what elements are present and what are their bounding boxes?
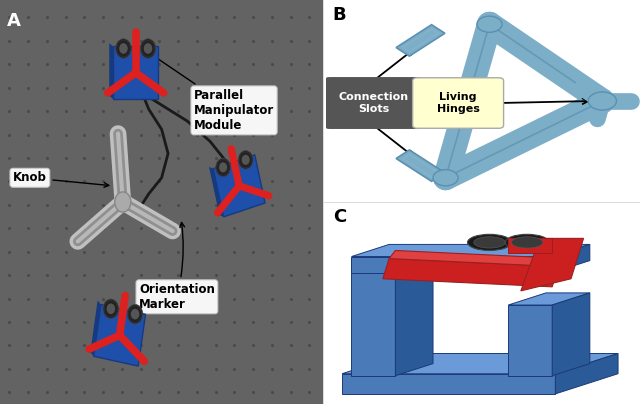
Circle shape xyxy=(588,92,616,110)
Polygon shape xyxy=(213,155,265,217)
Circle shape xyxy=(477,16,502,32)
Polygon shape xyxy=(93,305,145,366)
Polygon shape xyxy=(508,238,552,252)
Polygon shape xyxy=(552,293,590,376)
Text: A: A xyxy=(6,12,20,30)
Polygon shape xyxy=(508,293,590,305)
FancyBboxPatch shape xyxy=(325,78,422,128)
Polygon shape xyxy=(383,259,559,287)
Text: Parallel
Manipulator
Module: Parallel Manipulator Module xyxy=(152,55,274,132)
Text: C: C xyxy=(333,208,346,226)
Circle shape xyxy=(115,192,131,212)
Polygon shape xyxy=(508,305,552,376)
Circle shape xyxy=(242,155,250,165)
Circle shape xyxy=(238,151,253,169)
Polygon shape xyxy=(556,354,618,394)
Polygon shape xyxy=(351,259,396,376)
Polygon shape xyxy=(351,244,590,257)
Circle shape xyxy=(116,39,131,58)
Circle shape xyxy=(127,305,143,324)
Circle shape xyxy=(216,158,230,177)
Ellipse shape xyxy=(467,234,511,250)
Circle shape xyxy=(433,170,458,186)
Text: Living
Hinges: Living Hinges xyxy=(436,92,479,114)
Circle shape xyxy=(219,162,227,173)
Circle shape xyxy=(103,299,118,318)
Circle shape xyxy=(140,39,156,58)
Text: B: B xyxy=(333,6,346,24)
Polygon shape xyxy=(351,257,552,273)
Circle shape xyxy=(119,43,128,54)
Polygon shape xyxy=(396,150,445,181)
Text: Orientation
Marker: Orientation Marker xyxy=(139,223,215,311)
Circle shape xyxy=(144,43,152,54)
Polygon shape xyxy=(396,246,433,376)
Polygon shape xyxy=(351,246,433,259)
Polygon shape xyxy=(521,238,584,291)
Polygon shape xyxy=(396,25,445,56)
Ellipse shape xyxy=(505,234,549,250)
Ellipse shape xyxy=(511,237,543,248)
Polygon shape xyxy=(113,46,158,99)
Circle shape xyxy=(107,303,115,314)
Polygon shape xyxy=(209,167,223,217)
Ellipse shape xyxy=(474,237,505,248)
Text: Knob: Knob xyxy=(13,171,109,187)
Polygon shape xyxy=(389,250,564,267)
FancyBboxPatch shape xyxy=(413,78,504,128)
Circle shape xyxy=(131,309,140,320)
Polygon shape xyxy=(342,354,618,374)
Polygon shape xyxy=(552,244,590,273)
Polygon shape xyxy=(342,374,556,394)
Text: Connection
Slots: Connection Slots xyxy=(339,92,408,114)
Polygon shape xyxy=(109,43,113,99)
Polygon shape xyxy=(90,301,101,356)
